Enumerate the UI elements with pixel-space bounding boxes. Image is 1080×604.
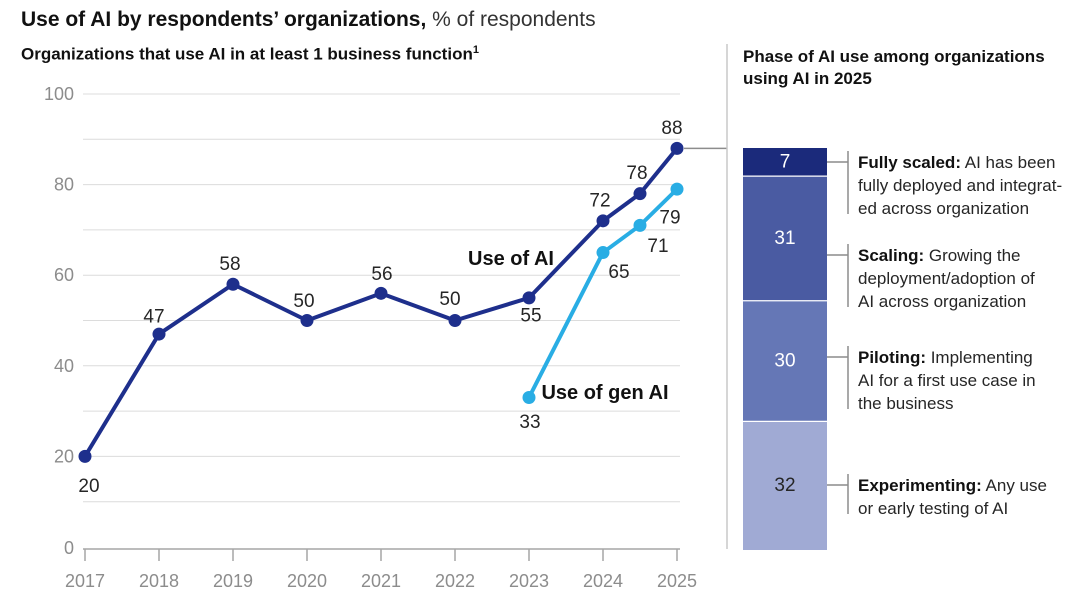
panel-title: Phase of AI use among organizations usin…: [743, 47, 1045, 88]
phase-term: Scaling:: [858, 246, 925, 265]
y-axis-label: 100: [44, 84, 74, 104]
phase-description: Any use or early testing of AI: [858, 476, 1047, 518]
phase-term: Piloting:: [858, 348, 926, 367]
y-axis-label: 40: [54, 356, 74, 376]
data-point: [596, 214, 610, 228]
phase-label-fully-scaled: Fully scaled: AI has been fully deployed…: [858, 151, 1080, 220]
x-axis-label: 2019: [213, 571, 253, 591]
y-axis-label: 20: [54, 446, 74, 466]
phase-description: AI has been fully deployed and integrat-…: [858, 153, 1063, 218]
bar-segment-value: 32: [774, 475, 795, 496]
data-point: [670, 182, 684, 196]
phase-term: Experimenting:: [858, 476, 982, 495]
phase-label-experimenting: Experimenting: Any use or early testing …: [858, 474, 1080, 520]
phase-term: Fully scaled:: [858, 153, 961, 172]
x-axis-label: 2022: [435, 571, 475, 591]
data-point-label: 72: [589, 190, 610, 211]
series-label-use-of-gen-ai: Use of gen AI: [541, 382, 668, 404]
x-axis-label: 2020: [287, 571, 327, 591]
data-point-label: 88: [661, 118, 682, 139]
data-point: [522, 391, 536, 405]
data-point: [633, 218, 647, 232]
x-axis-label: 2023: [509, 571, 549, 591]
y-axis-label: 60: [54, 265, 74, 285]
phase-label-piloting: Piloting: Implementing AI for a first us…: [858, 346, 1080, 415]
y-axis-label: 0: [64, 538, 74, 558]
x-axis-label: 2025: [657, 571, 697, 591]
data-point-label: 65: [608, 262, 629, 283]
series-line-use-of-ai: [83, 146, 679, 459]
data-point-label: 55: [520, 305, 541, 326]
page-title-unit: % of respondents: [426, 8, 596, 31]
bar-segment-value: 30: [774, 351, 795, 372]
chart-subtitle: Organizations that use AI in at least 1 …: [21, 44, 479, 65]
bar-segment-value: 31: [774, 228, 795, 249]
data-point-label: 20: [78, 476, 99, 497]
page-title: Use of AI by respondents’ organizations,…: [21, 8, 596, 32]
data-point: [633, 187, 647, 201]
x-axis-label: 2024: [583, 571, 623, 591]
x-axis-label: 2017: [65, 571, 105, 591]
x-axis-label: 2021: [361, 571, 401, 591]
data-point: [522, 291, 536, 305]
data-point-label: 78: [626, 163, 647, 184]
data-point-label: 56: [371, 264, 392, 285]
y-axis-label: 80: [54, 175, 74, 195]
phase-description: Growing the deployment/adoption of AI ac…: [858, 246, 1035, 311]
data-point-label: 58: [219, 254, 240, 275]
data-point: [226, 277, 240, 291]
phase-label-scaling: Scaling: Growing the deployment/adoption…: [858, 244, 1080, 313]
series-label-use-of-ai: Use of AI: [468, 248, 554, 270]
bar-segment-scaling: [743, 176, 827, 301]
chart-subtitle-text: Organizations that use AI in at least 1 …: [21, 44, 473, 64]
bar-segment-piloting: [743, 300, 827, 422]
series-line-use-of-gen-ai: [527, 187, 679, 400]
bar-segment-fully-scaled: [743, 148, 827, 177]
bar-segment-value: 7: [780, 152, 791, 173]
phase-description: Implementing AI for a first use case in …: [858, 348, 1036, 413]
data-point: [596, 246, 610, 260]
data-point: [374, 286, 388, 300]
data-point: [152, 327, 166, 341]
data-point-label: 50: [439, 289, 460, 310]
footnote-marker: 1: [472, 44, 479, 56]
x-axis-label: 2018: [139, 571, 179, 591]
page-title-main: Use of AI by respondents’ organizations,: [21, 8, 427, 31]
data-point: [78, 449, 92, 463]
data-point-label: 79: [659, 208, 680, 229]
data-point-label: 47: [143, 307, 164, 328]
data-point: [448, 314, 462, 327]
data-point-label: 50: [293, 291, 314, 312]
data-point-label: 71: [647, 236, 668, 257]
data-point: [300, 314, 314, 327]
bar-segment-experimenting: [743, 421, 827, 550]
data-point: [670, 141, 684, 155]
data-point-label: 33: [519, 412, 540, 433]
